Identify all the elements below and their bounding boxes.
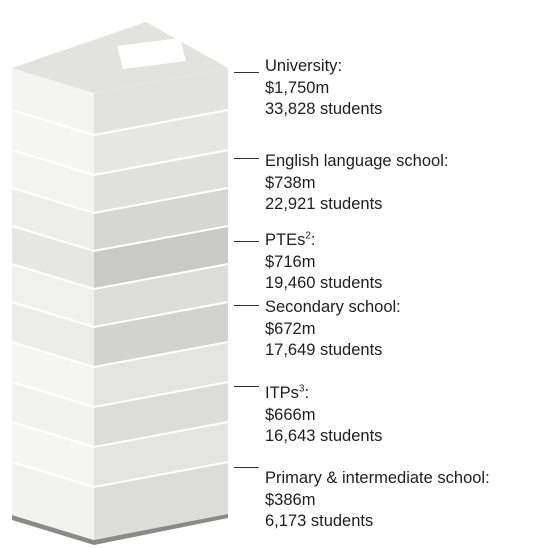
category-value: $1,750m — [265, 78, 330, 97]
category-students: 17,649 students — [265, 341, 383, 359]
entry-secondary-school: Secondary school: $672m 17,649 students — [265, 297, 401, 362]
entry-university: University: $1,750m 33,828 students — [265, 56, 382, 121]
category-name: Primary & intermediate school: — [265, 469, 490, 487]
category-name: PTEs2: — [265, 230, 316, 249]
stack-top-label — [117, 38, 186, 69]
slab-group-ptes — [12, 186, 228, 289]
leader-secondary-school — [234, 305, 259, 306]
category-value: $716m — [265, 252, 316, 271]
category-students: 33,828 students — [265, 100, 383, 118]
category-name: University: — [265, 57, 343, 75]
category-name: ITPs3: — [265, 383, 310, 402]
leader-primary-intermediate-school — [234, 467, 259, 468]
category-students: 16,643 students — [265, 427, 383, 445]
leader-itps — [234, 386, 259, 387]
slab-group-secondary — [12, 262, 228, 367]
category-students: 6,173 students — [265, 512, 374, 530]
category-name: Secondary school: — [265, 298, 401, 316]
category-value: $666m — [265, 405, 316, 424]
slab-group-university — [12, 68, 228, 135]
category-value: $672m — [265, 319, 316, 338]
entry-ptes: PTEs2: $716m 19,460 students — [265, 230, 382, 295]
leader-english-language-school — [234, 158, 259, 159]
category-students: 19,460 students — [265, 274, 383, 292]
leader-university — [234, 72, 259, 73]
slab-separators — [11, 109, 229, 489]
stack-base-shadow — [12, 513, 228, 545]
category-value: $386m — [265, 490, 316, 509]
entry-primary-intermediate-school: Primary & intermediate school: $386m 6,1… — [265, 468, 490, 533]
category-value: $738m — [265, 173, 316, 192]
entry-itps: ITPs3: $666m 16,643 students — [265, 383, 382, 448]
leader-ptes — [234, 241, 259, 242]
category-name: English language school: — [265, 152, 449, 170]
category-students: 22,921 students — [265, 195, 383, 213]
entry-english-language-school: English language school: $738m 22,921 st… — [265, 151, 448, 216]
